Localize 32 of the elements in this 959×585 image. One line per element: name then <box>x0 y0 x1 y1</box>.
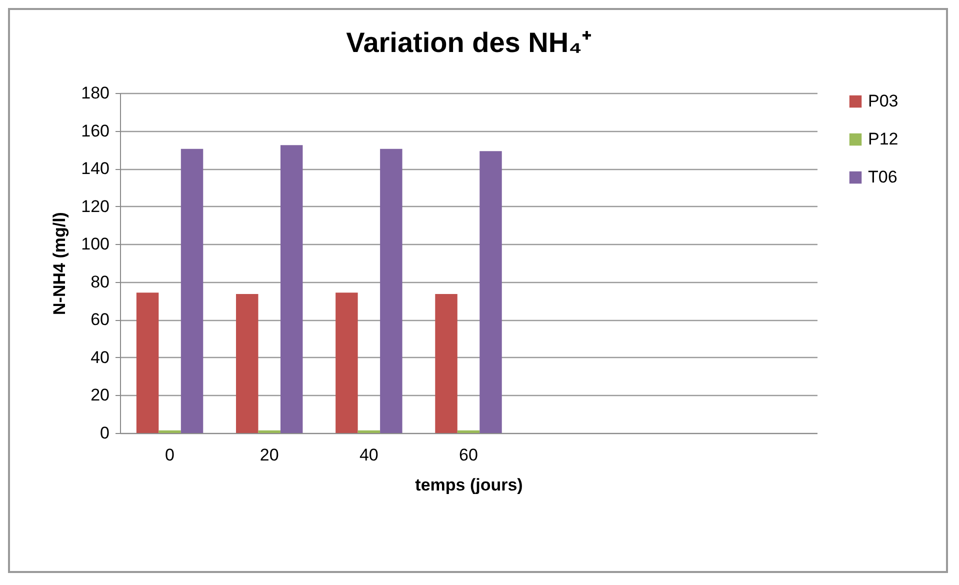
x-tick-label: 0 <box>165 446 175 464</box>
x-axis-title: temps (jours) <box>415 476 523 494</box>
y-tick-label: 60 <box>90 310 110 330</box>
y-tick-label: 160 <box>81 121 110 140</box>
y-tick-label: 0 <box>100 424 110 442</box>
y-tick-label: 180 <box>81 84 110 102</box>
legend-label: P03 <box>868 92 898 110</box>
chart-title: Variation des NH₄⁺ <box>346 27 591 58</box>
bar <box>280 145 303 433</box>
bar <box>258 430 280 433</box>
y-tick-label: 100 <box>81 234 110 254</box>
bar <box>136 292 159 433</box>
bar <box>236 294 258 433</box>
y-tick-label: 120 <box>81 196 110 216</box>
bar <box>435 294 458 433</box>
bar <box>380 148 402 433</box>
y-tick-label: 140 <box>81 159 110 178</box>
y-tick-label: 80 <box>90 272 110 292</box>
y-tick-label: 20 <box>90 386 110 405</box>
y-tick-label: 40 <box>90 348 110 367</box>
x-tick-label: 20 <box>260 446 279 464</box>
bar <box>158 430 181 433</box>
bar <box>358 430 380 433</box>
bar <box>457 430 480 433</box>
legend-label: T06 <box>868 168 898 186</box>
legend-label: P12 <box>868 130 898 148</box>
x-tick-label: 60 <box>459 446 478 464</box>
bar <box>180 148 204 433</box>
bar <box>480 151 502 433</box>
x-tick-label: 40 <box>359 446 378 464</box>
y-axis-title: N-NH4 (mg/l) <box>50 212 70 315</box>
bar <box>336 292 358 433</box>
